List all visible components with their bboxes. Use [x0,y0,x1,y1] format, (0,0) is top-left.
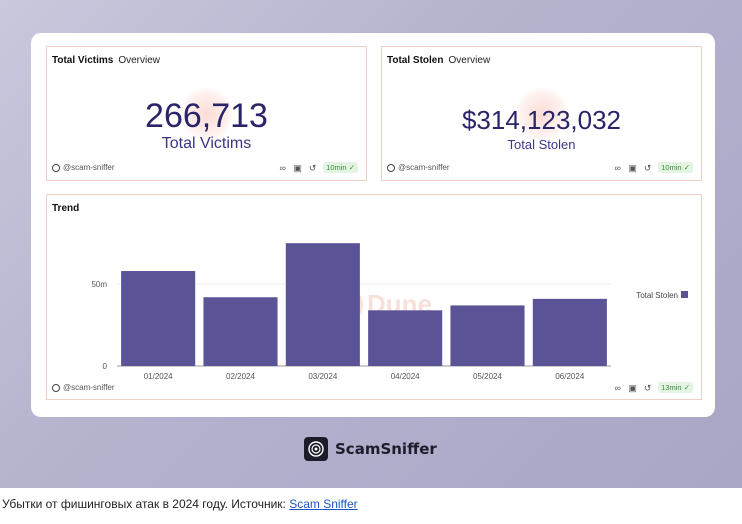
trend-title: Trend [52,203,80,214]
x-tick-label: 02/2024 [226,372,255,381]
bar-01-2024 [121,271,196,366]
refresh-time: 13min [661,383,682,392]
bar-02-2024 [203,297,278,366]
x-tick-label: 03/2024 [308,372,337,381]
profile-icon [52,383,60,392]
chart-grid [117,283,611,367]
logo-mark-svg [308,441,324,457]
stolen-title: Total Stolen [387,55,444,66]
legend-swatch [681,291,688,298]
chart-y-labels: 0 50m [91,280,107,371]
bar-06-2024 [532,298,607,366]
bar-04-2024 [368,310,443,366]
refresh-icon[interactable]: ↺ [643,162,652,173]
refresh-badge: 10min ✓ [323,162,358,173]
caption-text: Убытки от фишинговых атак в 2024 году. И… [2,497,290,511]
victims-panel-title: Total Victims Overview [52,55,160,66]
victims-value: 266,713 [145,97,268,135]
trend-toolbar: ∞ ▣ ↺ 13min ✓ [613,382,693,393]
bar-03-2024 [285,243,360,366]
scamsniffer-logo: ScamSniffer [304,437,437,461]
x-tick-label: 06/2024 [555,372,584,381]
stolen-label: Total Stolen [507,137,576,152]
trend-author[interactable]: @scam-sniffer [52,383,115,392]
profile-icon [387,163,395,172]
victims-panel: Total Victims Overview 266,713 Total Vict… [46,46,367,181]
victims-label: Total Victims [161,135,252,152]
stolen-value: $314,123,032 [461,105,622,135]
camera-icon[interactable]: ▣ [293,162,302,173]
dashboard-card: Total Victims Overview 266,713 Total Vict… [31,33,715,417]
stolen-author-text: @scam-sniffer [398,163,450,172]
victims-subtitle: Overview [118,55,161,66]
stolen-toolbar: ∞ ▣ ↺ 10min ✓ [613,162,693,173]
x-tick-label: 04/2024 [391,372,420,381]
refresh-time: 10min [661,163,682,172]
trend-panel: Trend Dune 01/2024 02/2024 03/2024 04/2024 0… [46,194,702,400]
victims-author[interactable]: @scam-sniffer [52,163,115,172]
share-icon[interactable]: ∞ [614,382,621,393]
check-icon: ✓ [348,163,355,172]
stolen-glow [515,87,569,141]
image-caption: Убытки от фишинговых атак в 2024 году. И… [2,497,358,511]
refresh-time: 10min [326,163,347,172]
stolen-subtitle: Overview [448,55,491,66]
x-tick-label: 05/2024 [473,372,502,381]
refresh-badge: 13min ✓ [658,382,693,393]
brand-name: ScamSniffer [335,440,437,458]
scamsniffer-logo-icon [304,437,328,461]
profile-icon [52,163,60,172]
bar-05-2024 [450,305,525,366]
victims-glow [180,87,234,141]
camera-icon[interactable]: ▣ [628,162,637,173]
y-tick-label: 0 [103,362,108,371]
x-tick-label: 01/2024 [144,372,173,381]
y-tick-label: 50m [91,280,107,289]
legend-label: Total Stolen [636,291,678,300]
trend-author-text: @scam-sniffer [63,383,115,392]
refresh-badge: 10min ✓ [658,162,693,173]
refresh-icon[interactable]: ↺ [308,162,317,173]
check-icon: ✓ [683,383,690,392]
trend-panel-title: Trend [52,203,79,214]
trend-chart: Dune 01/2024 02/2024 03/2024 04/2024 05/2024… [91,243,688,381]
caption-source-link[interactable]: Scam Sniffer [289,497,358,511]
dashboard-backdrop: Total Victims Overview 266,713 Total Vict… [0,0,742,488]
refresh-icon[interactable]: ↺ [643,382,652,393]
chart-bars [121,243,607,366]
camera-icon[interactable]: ▣ [628,382,637,393]
victims-author-text: @scam-sniffer [63,163,115,172]
share-icon[interactable]: ∞ [614,162,621,173]
stolen-panel: Total Stolen Overview $314,123,032 Total … [381,46,702,181]
victims-toolbar: ∞ ▣ ↺ 10min ✓ [278,162,358,173]
chart-legend[interactable]: Total Stolen [636,291,688,300]
stolen-panel-title: Total Stolen Overview [387,55,490,66]
stolen-author[interactable]: @scam-sniffer [387,163,450,172]
check-icon: ✓ [683,163,690,172]
share-icon[interactable]: ∞ [279,162,286,173]
chart-x-labels: 01/2024 02/2024 03/2024 04/2024 05/2024 06/20… [144,372,585,381]
victims-title: Total Victims [52,55,114,66]
